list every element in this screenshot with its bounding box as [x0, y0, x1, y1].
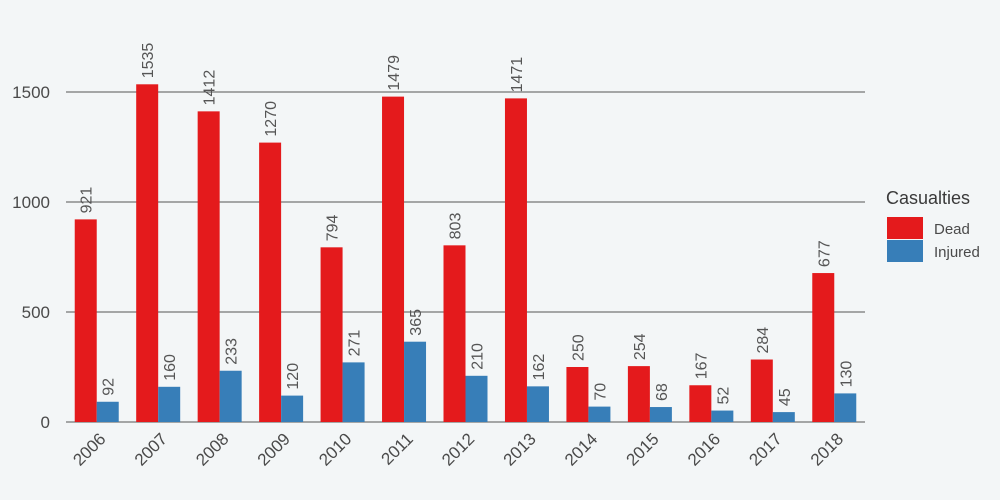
- bar-dead-2009: [259, 142, 282, 422]
- data-label: 794: [325, 215, 342, 242]
- bar-dead-2011: [382, 96, 405, 423]
- x-tick-label: 2017: [745, 429, 785, 469]
- bar-injured-2015: [649, 407, 672, 422]
- y-tick-label: 1000: [12, 193, 50, 212]
- legend-label-injured: Injured: [934, 244, 980, 261]
- legend-swatch-injured: [887, 240, 923, 262]
- y-tick-label: 0: [41, 413, 50, 432]
- data-label: 271: [347, 330, 364, 357]
- bar-injured-2013: [526, 386, 549, 422]
- x-tick-label: 2010: [315, 429, 355, 469]
- legend: Casualties Dead Injured: [886, 188, 980, 262]
- bar-dead-2018: [812, 273, 835, 422]
- x-tick-label: 2013: [500, 429, 540, 469]
- legend-label-dead: Dead: [934, 221, 970, 238]
- data-label: 365: [408, 309, 425, 336]
- data-label: 677: [816, 240, 833, 267]
- bar-dead-2008: [197, 111, 220, 423]
- bar-dead-2007: [136, 84, 159, 423]
- bar-dead-2015: [627, 366, 650, 422]
- data-label: 167: [693, 352, 710, 379]
- data-label: 284: [755, 327, 772, 354]
- data-label: 52: [715, 387, 732, 405]
- x-tick-label: 2006: [69, 429, 109, 469]
- bar-dead-2014: [566, 367, 589, 422]
- x-tick-label: 2009: [254, 429, 294, 469]
- data-label: 1479: [386, 55, 403, 91]
- y-axis: 0 500 1000 1500: [12, 83, 50, 432]
- x-tick-label: 2007: [131, 429, 171, 469]
- bar-injured-2010: [342, 362, 365, 422]
- x-tick-label: 2016: [684, 429, 724, 469]
- data-label: 92: [101, 378, 118, 396]
- data-label: 921: [79, 187, 96, 214]
- legend-swatch-dead: [887, 217, 923, 239]
- bar-dead-2017: [750, 359, 773, 422]
- x-tick-label: 2011: [378, 429, 417, 468]
- bar-injured-2017: [772, 412, 795, 422]
- data-label: 803: [448, 213, 465, 240]
- bar-injured-2016: [711, 410, 734, 422]
- data-label: 45: [777, 388, 794, 406]
- data-label: 130: [838, 361, 855, 388]
- bar-injured-2011: [404, 341, 427, 422]
- data-label: 120: [285, 363, 302, 390]
- y-tick-label: 1500: [12, 83, 50, 102]
- data-label: 160: [162, 354, 179, 381]
- y-tick-label: 500: [22, 303, 50, 322]
- bar-injured-2009: [281, 395, 304, 422]
- bar-dead-2010: [320, 247, 343, 422]
- bar-dead-2013: [504, 98, 527, 422]
- data-label: 162: [531, 354, 548, 381]
- bar-dead-2006: [74, 219, 97, 422]
- x-tick-label: 2008: [192, 429, 232, 469]
- bar-injured-2007: [158, 386, 181, 422]
- bar-injured-2018: [834, 393, 857, 422]
- data-label: 70: [592, 383, 609, 401]
- data-label: 1412: [202, 70, 219, 106]
- x-tick-label: 2018: [807, 429, 847, 469]
- x-tick-label: 2015: [623, 429, 663, 469]
- x-axis: 2006 2007 2008 2009 2010 2011 2012 2013 2014 2015…: [69, 429, 847, 469]
- data-label: 250: [570, 334, 587, 361]
- bar-dead-2016: [689, 385, 712, 422]
- data-label: 1270: [263, 101, 280, 137]
- bar-injured-2012: [465, 375, 488, 422]
- x-tick-label: 2014: [561, 429, 601, 469]
- data-label: 1535: [140, 43, 157, 79]
- legend-title: Casualties: [886, 188, 970, 208]
- bars: 921 92 1535 160 1412 233 1270 120 794 271 1479 365 8…: [74, 43, 857, 423]
- data-label: 1471: [509, 57, 526, 93]
- data-label: 210: [470, 343, 487, 370]
- data-label: 68: [654, 383, 671, 401]
- data-label: 233: [224, 338, 241, 365]
- bar-injured-2014: [588, 406, 611, 422]
- bar-injured-2008: [219, 370, 242, 422]
- bar-dead-2012: [443, 245, 466, 422]
- bar-injured-2006: [96, 401, 119, 422]
- x-tick-label: 2012: [438, 429, 478, 469]
- data-label: 254: [632, 333, 649, 360]
